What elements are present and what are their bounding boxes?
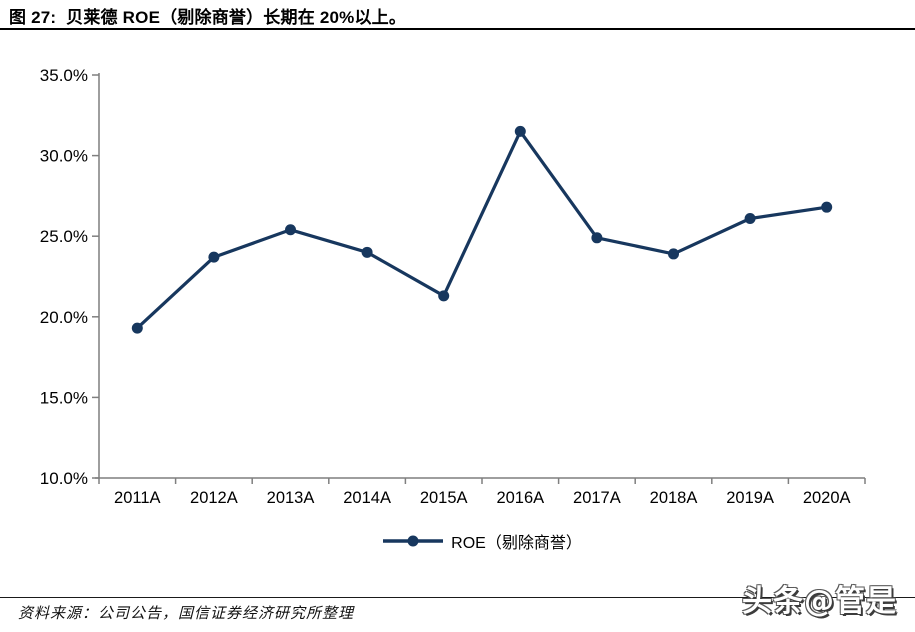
roe-data-point xyxy=(591,232,603,244)
x-tick-label: 2020A xyxy=(803,489,851,507)
roe-data-point xyxy=(821,201,833,213)
x-tick-label: 2014A xyxy=(343,489,391,507)
legend-line-marker-icon xyxy=(383,535,444,547)
x-tick-label: 2019A xyxy=(726,489,774,507)
x-tick-label: 2016A xyxy=(496,489,544,507)
watermark-toutiao: 头条@管是 xyxy=(742,584,897,619)
x-tick-label: 2017A xyxy=(573,489,621,507)
roe-line-chart: 10.0% 15.0% 20.0% 25.0% 30.0% 35.0% 2011A 2012A… xyxy=(40,66,866,507)
y-tick-label: 10.0% xyxy=(40,469,88,488)
footer-divider xyxy=(0,597,915,598)
roe-data-point xyxy=(285,224,296,236)
roe-data-point xyxy=(438,290,450,302)
figure-title: 图 27: 贝莱德 ROE（剔除商誉）长期在 20%以上。 xyxy=(9,8,407,27)
y-tick-label: 35.0% xyxy=(40,66,88,85)
roe-data-point xyxy=(131,322,143,334)
y-tick-label: 20.0% xyxy=(40,308,88,327)
y-tick-label: 15.0% xyxy=(40,388,88,407)
x-tick-label: 2018A xyxy=(650,489,698,507)
x-tick-label: 2015A xyxy=(420,489,468,507)
roe-data-point xyxy=(514,125,526,137)
roe-data-point xyxy=(361,246,373,258)
source-note: 资料来源：公司公告，国信证券经济研究所整理 xyxy=(18,606,355,622)
roe-data-point xyxy=(668,248,679,260)
legend-label: ROE（剔除商誉） xyxy=(451,535,582,552)
roe-data-point xyxy=(208,251,220,263)
title-divider xyxy=(0,28,915,30)
roe-line xyxy=(135,129,829,330)
chart-legend: ROE（剔除商誉） xyxy=(99,528,865,554)
x-tick-label: 2013A xyxy=(267,489,315,507)
x-tick-label: 2012A xyxy=(190,489,238,507)
x-tick-label: 2011A xyxy=(114,489,161,507)
y-tick-label: 30.0% xyxy=(40,147,88,166)
y-tick-label: 25.0% xyxy=(40,227,88,246)
roe-data-point xyxy=(744,212,756,224)
